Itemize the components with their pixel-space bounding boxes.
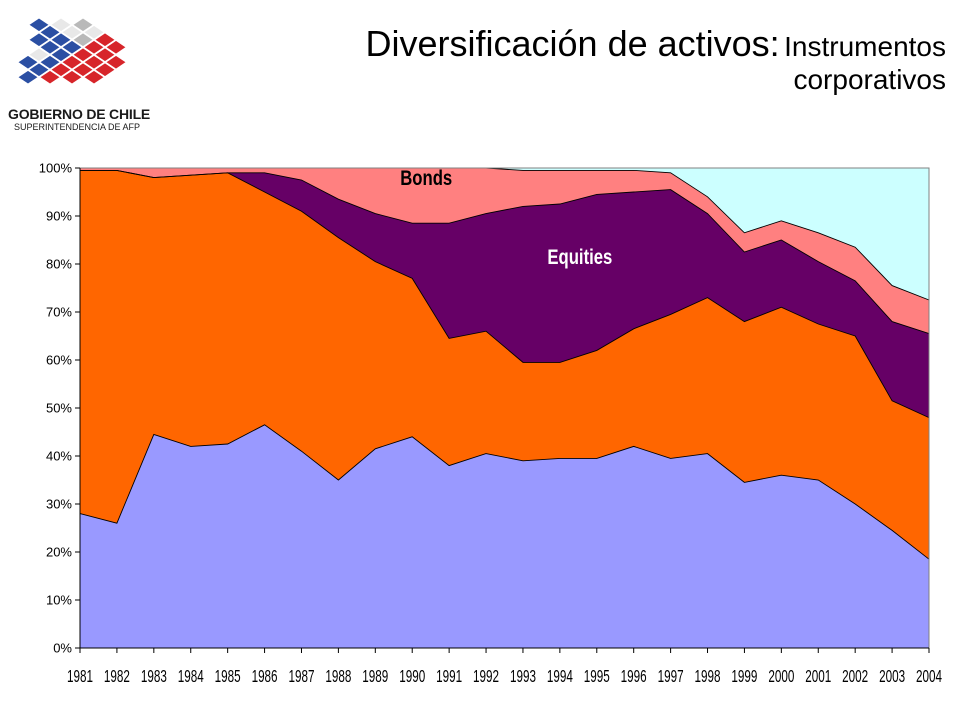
- org-name: GOBIERNO DE CHILE: [8, 106, 151, 122]
- y-axis: 0% 10% 20% 30% 40% 50% 60% 70% 80% 90% 100%: [39, 161, 81, 656]
- y-tick-label: 0%: [53, 641, 72, 656]
- x-tick-label: 1988: [325, 668, 351, 687]
- x-tick-label: 1994: [547, 668, 573, 687]
- logo-tile: [61, 54, 83, 70]
- logo-tile: [61, 24, 83, 40]
- y-tick-label: 70%: [46, 305, 72, 320]
- y-tick-label: 80%: [46, 257, 72, 272]
- x-tick-label: 2003: [879, 668, 905, 687]
- government-logo-icon: [17, 17, 127, 85]
- annotations: Bonds Equities: [400, 167, 612, 269]
- logo-tile: [83, 69, 105, 85]
- y-tick-label: 60%: [46, 353, 72, 368]
- logo-tile: [61, 69, 83, 85]
- logo-tile: [28, 47, 50, 63]
- series-area-2: [80, 170, 929, 418]
- series-area-3: [80, 168, 929, 334]
- x-tick-label: 1986: [252, 668, 278, 687]
- logo-tile: [83, 24, 105, 40]
- logo-tile: [72, 17, 94, 33]
- y-tick-label: 30%: [46, 497, 72, 512]
- x-tick-label: 1990: [399, 668, 425, 687]
- y-tick-label: 90%: [46, 209, 72, 224]
- series-area-0: [80, 424, 929, 648]
- logo-tile: [17, 69, 39, 85]
- logo-tile: [105, 39, 127, 55]
- x-tick-label: 1998: [695, 668, 721, 687]
- y-tick-label: 100%: [39, 161, 73, 176]
- logo-tile: [61, 39, 83, 55]
- logo-tile: [94, 62, 116, 78]
- x-tick-label: 1996: [621, 668, 647, 687]
- x-tick-label: 1987: [288, 668, 314, 687]
- x-tick-label: 2002: [842, 668, 868, 687]
- logo-tile: [83, 39, 105, 55]
- series-boundary-0: [79, 424, 930, 560]
- logo-tile: [39, 24, 61, 40]
- x-tick-label: 1993: [510, 668, 536, 687]
- x-tick-label: 1981: [67, 668, 93, 687]
- logo-tile: [28, 32, 50, 48]
- title-main: Diversificación de activos:: [365, 23, 780, 64]
- logo-tile: [83, 54, 105, 70]
- logo-tile: [50, 17, 72, 33]
- logo-tile: [105, 54, 127, 70]
- logo-tile: [94, 47, 116, 63]
- series-area-4: [80, 168, 929, 300]
- x-tick-label: 1992: [473, 668, 499, 687]
- x-tick-label: 1999: [731, 668, 757, 687]
- title-sub-line2: corporativos: [793, 64, 946, 96]
- logo-tile: [28, 62, 50, 78]
- logo-tile: [50, 32, 72, 48]
- x-tick-label: 1989: [362, 668, 388, 687]
- series-area-1: [80, 170, 929, 560]
- y-tick-label: 40%: [46, 449, 72, 464]
- logo-tile: [72, 32, 94, 48]
- logo-tile: [39, 39, 61, 55]
- logo-tile: [28, 17, 50, 33]
- y-tick-label: 10%: [46, 593, 72, 608]
- logo-tile: [72, 62, 94, 78]
- x-tick-label: 1995: [584, 668, 610, 687]
- x-tick-label: 1991: [436, 668, 462, 687]
- stacked-area-chart: 0%10%20%30%40%50%60%70%80%90%100% 1981 19…: [39, 161, 942, 687]
- logo-tile: [17, 54, 39, 70]
- logo-tile: [94, 32, 116, 48]
- annotation-label-equities: Equities: [547, 246, 612, 269]
- x-tick-label: 2004: [916, 668, 942, 687]
- x-tick-label: 1982: [104, 668, 130, 687]
- y-tick-label: 20%: [46, 545, 72, 560]
- y-tick-label: 50%: [46, 401, 72, 416]
- org-subtitle: SUPERINTENDENCIA DE AFP: [14, 122, 141, 132]
- x-tick-label: 1983: [141, 668, 167, 687]
- logo-tile: [39, 69, 61, 85]
- page-title: Diversificación de activos: Instrumentos…: [216, 23, 946, 96]
- logo-tile: [39, 54, 61, 70]
- x-tick-label: 1985: [215, 668, 241, 687]
- x-axis: 1981 1982 1983 1984 1985 1986 1987 1988 1989 1990…: [67, 647, 942, 687]
- x-tick-label: 2000: [768, 668, 794, 687]
- x-tick-label: 2001: [805, 668, 831, 687]
- logo-tile: [50, 62, 72, 78]
- logo-tile: [50, 47, 72, 63]
- plot-areas: [79, 167, 930, 648]
- x-tick-label: 1997: [658, 668, 684, 687]
- logo-tile: [72, 47, 94, 63]
- series-boundary-2: [80, 169, 930, 335]
- title-sub-line1: Instrumentos: [784, 31, 946, 62]
- annotation-label-bonds: Bonds: [400, 167, 452, 190]
- x-tick-label: 1984: [178, 668, 204, 687]
